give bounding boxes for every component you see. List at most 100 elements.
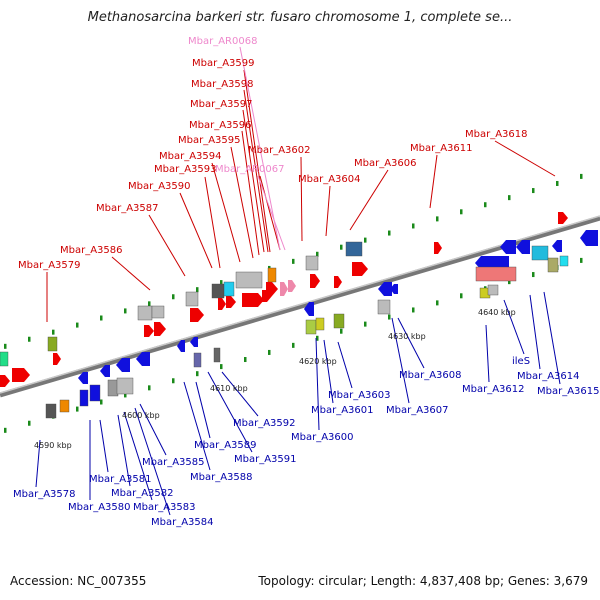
gene-label[interactable]: Mbar_A3591 [234, 454, 297, 465]
gene-label[interactable]: Mbar_A3608 [399, 370, 462, 381]
gene-box[interactable] [305, 255, 319, 271]
gene-box[interactable] [547, 257, 559, 273]
gene-box[interactable] [185, 291, 199, 307]
gene-label[interactable]: Mbar_A3589 [194, 440, 257, 451]
gene-label[interactable]: Mbar_A3580 [68, 502, 131, 513]
gene-box[interactable] [59, 399, 70, 413]
gene-box[interactable] [531, 245, 549, 261]
gene-box[interactable] [107, 379, 119, 397]
gene-label[interactable]: Mbar_A3600 [291, 432, 354, 443]
reverse-gene-labels[interactable]: Mbar_A3608 Mbar_A3603 Mbar_A3601 Mbar_A3… [13, 356, 600, 528]
gene-label[interactable]: Mbar_A3598 [191, 79, 254, 90]
gene-box[interactable] [79, 389, 89, 407]
gene-box[interactable] [89, 384, 101, 402]
gene-arrow-forward[interactable] [0, 375, 10, 387]
gene-label[interactable]: Mbar_A3583 [133, 502, 196, 513]
gene-arrow-reverse[interactable] [552, 240, 562, 252]
gene-arrow-reverse[interactable] [304, 302, 314, 316]
gene-box[interactable] [315, 317, 325, 331]
gene-box[interactable] [151, 305, 165, 319]
gene-box[interactable] [305, 319, 317, 335]
gene-label[interactable]: Mbar_A3604 [298, 174, 361, 185]
gene-arrow-forward[interactable] [288, 280, 296, 292]
gene-label[interactable]: Mbar_A3592 [233, 418, 296, 429]
gene-label[interactable]: Mbar_A3611 [410, 143, 473, 154]
gene-box[interactable] [333, 313, 345, 329]
gene-label[interactable]: Mbar_A3578 [13, 489, 76, 500]
gene-arrow-forward[interactable] [190, 308, 204, 322]
gene-arrow-forward[interactable] [12, 368, 30, 382]
gene-box[interactable] [377, 299, 391, 315]
gene-arrow-forward[interactable] [218, 298, 226, 310]
gene-arrow-forward[interactable] [53, 353, 61, 365]
gene-arrow-forward[interactable] [280, 282, 288, 296]
gene-box[interactable] [345, 241, 363, 257]
gene-label[interactable]: Mbar_AR0068 [188, 36, 257, 47]
gene-label[interactable]: Mbar_A3607 [386, 405, 449, 416]
gene-arrow-forward[interactable] [144, 325, 154, 337]
gene-label[interactable]: Mbar_A3584 [151, 517, 214, 528]
gene-label[interactable]: Mbar_AR0067 [215, 164, 284, 175]
gene-label[interactable]: Mbar_A3593 [154, 164, 217, 175]
gene-arrow-reverse[interactable] [378, 282, 392, 296]
gene-arrow-forward[interactable] [434, 242, 442, 254]
gene-arrow-reverse[interactable] [475, 256, 509, 270]
gene-label[interactable]: Mbar_A3614 [517, 371, 580, 382]
gene-arrow-forward[interactable] [266, 282, 278, 296]
gene-arrow-forward[interactable] [226, 296, 236, 308]
gene-label[interactable]: Mbar_A3602 [248, 145, 311, 156]
gene-label[interactable]: Mbar_A3603 [328, 390, 391, 401]
gene-box[interactable] [267, 267, 277, 283]
gene-box[interactable] [47, 336, 58, 352]
gene-label[interactable]: Mbar_A3588 [190, 472, 253, 483]
gene-label[interactable]: Mbar_A3581 [89, 474, 152, 485]
gene-label[interactable]: Mbar_A3615 [537, 386, 600, 397]
gene-box[interactable] [193, 352, 202, 368]
gene-box[interactable] [116, 377, 134, 395]
gene-box[interactable] [475, 266, 517, 282]
gene-label[interactable]: Mbar_A3582 [111, 488, 174, 499]
gene-label[interactable]: ileS [512, 356, 530, 367]
gene-arrow-reverse[interactable] [100, 365, 110, 377]
gene-label[interactable]: Mbar_A3585 [142, 457, 205, 468]
gene-arrow-forward[interactable] [242, 293, 264, 307]
gene-label[interactable]: Mbar_A3590 [128, 181, 191, 192]
gene-arrow-reverse[interactable] [500, 240, 516, 254]
gene-label[interactable]: Mbar_A3587 [96, 203, 159, 214]
gene-arrow-forward[interactable] [334, 276, 342, 288]
gene-arrow-forward[interactable] [558, 212, 568, 224]
gene-label[interactable]: Mbar_A3586 [60, 245, 123, 256]
gene-label[interactable]: Mbar_A3601 [311, 405, 374, 416]
gene-box[interactable] [235, 271, 263, 289]
gene-label[interactable]: Mbar_A3594 [159, 151, 222, 162]
gene-label[interactable]: Mbar_A3597 [190, 99, 253, 110]
gene-label[interactable]: Mbar_A3612 [462, 384, 525, 395]
gene-label[interactable]: Mbar_A3606 [354, 158, 417, 169]
gene-label[interactable]: Mbar_A3618 [465, 129, 528, 140]
gene-label[interactable]: Mbar_A3599 [192, 58, 255, 69]
gene-arrow-reverse[interactable] [78, 372, 88, 384]
gene-box[interactable] [223, 281, 235, 297]
gene-box[interactable] [45, 403, 57, 419]
gene-arrow-forward[interactable] [310, 274, 320, 288]
gene-box[interactable] [211, 283, 225, 299]
gene-box[interactable] [0, 351, 9, 367]
gene-box[interactable] [137, 305, 153, 321]
gene-box[interactable] [213, 347, 221, 363]
gene-arrow-forward[interactable] [352, 262, 368, 276]
gene-label[interactable]: Mbar_A3579 [18, 260, 81, 271]
gene-arrow-forward[interactable] [154, 322, 166, 336]
gene-label[interactable]: Mbar_A3595 [178, 135, 241, 146]
gene-arrow-reverse[interactable] [580, 230, 598, 246]
gene-arrow-reverse[interactable] [136, 352, 150, 366]
gene-track[interactable] [0, 212, 598, 419]
gene-arrow-reverse[interactable] [177, 340, 185, 352]
forward-gene-labels[interactable]: Mbar_AR0068 Mbar_A3599 Mbar_A3598 Mbar_A… [18, 36, 528, 271]
gene-box[interactable] [487, 284, 499, 296]
gene-arrow-reverse[interactable] [390, 284, 398, 294]
gene-label[interactable]: Mbar_A3596 [189, 120, 252, 131]
gene-arrow-reverse[interactable] [516, 240, 530, 254]
gene-arrow-reverse[interactable] [116, 358, 130, 372]
gene-arrow-reverse[interactable] [190, 337, 198, 347]
